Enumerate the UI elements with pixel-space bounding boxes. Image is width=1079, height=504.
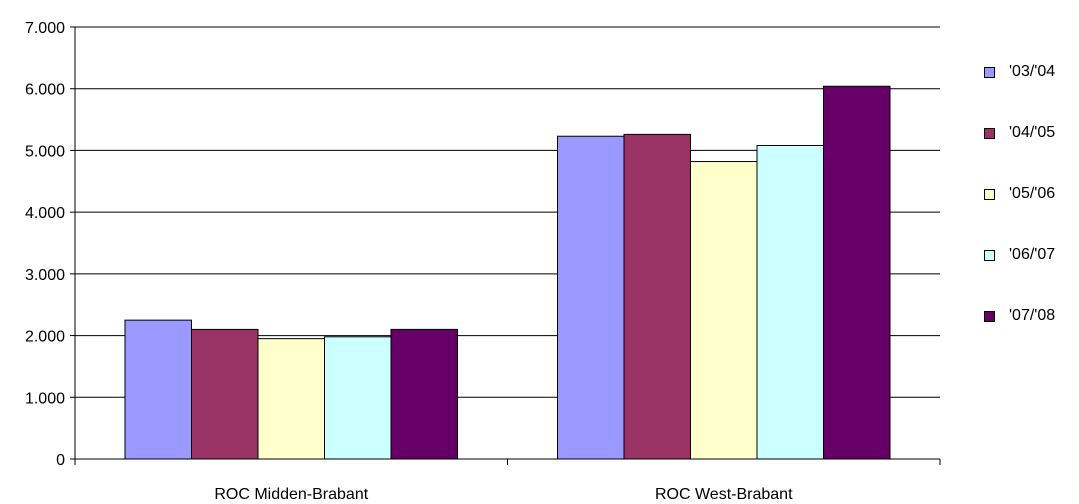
y-tick-label: 6.000 (25, 82, 65, 99)
x-category-label: ROC Midden-Brabant (214, 486, 368, 503)
bar (557, 135, 625, 460)
x-category-label: ROC West-Brabant (655, 486, 793, 503)
bar (823, 85, 891, 460)
legend-swatch (984, 66, 995, 78)
legend-item: '06/'07 (984, 245, 1055, 265)
bar (124, 319, 192, 460)
bar (623, 133, 691, 460)
legend-item: '07/'08 (984, 306, 1055, 326)
y-tick-label: 4.000 (25, 205, 65, 222)
legend-swatch (984, 310, 995, 322)
legend-label: '03/'04 (1009, 63, 1056, 80)
x-axis-categories: ROC Midden-Brabant ROC West-Brabant (214, 486, 793, 503)
legend-swatch (984, 127, 995, 139)
bar (756, 144, 824, 460)
y-tick-label: 0 (56, 452, 65, 469)
bar (390, 328, 458, 460)
bar (191, 328, 259, 460)
legend-label: '06/'07 (1009, 246, 1056, 263)
y-tick-label: 5.000 (25, 143, 65, 160)
legend-item: '03/'04 (984, 62, 1055, 82)
legend-label: '07/'08 (1009, 307, 1056, 324)
y-axis-ticks: 0 1.000 2.000 3.000 4.000 5.000 6.000 7.000 (25, 20, 75, 469)
legend-swatch (984, 249, 995, 261)
y-tick-label: 1.000 (25, 390, 65, 407)
legend-label: '04/'05 (1009, 124, 1056, 141)
bar (690, 161, 758, 460)
legend-item: '05/'06 (984, 184, 1055, 204)
bar (257, 338, 325, 460)
legend-swatch (984, 188, 995, 200)
y-tick-label: 7.000 (25, 20, 65, 37)
bars (124, 85, 891, 460)
bar (324, 336, 392, 460)
legend-label: '05/'06 (1009, 185, 1056, 202)
legend-item: '04/'05 (984, 123, 1055, 143)
y-tick-label: 3.000 (25, 267, 65, 284)
y-tick-label: 2.000 (25, 329, 65, 346)
axes (74, 27, 941, 465)
